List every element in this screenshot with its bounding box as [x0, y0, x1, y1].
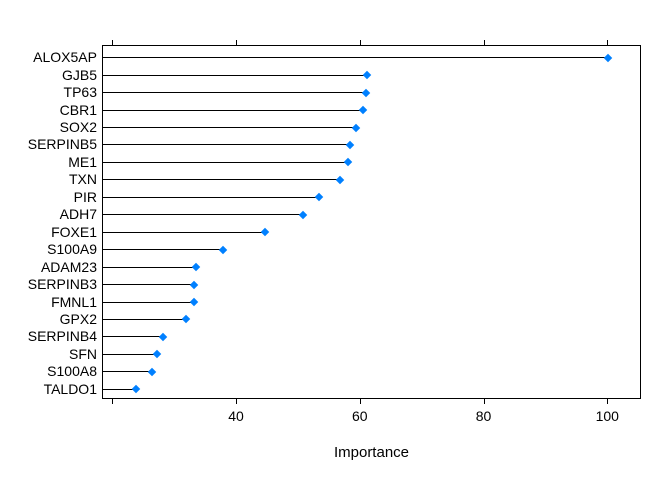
stem-line	[103, 57, 609, 59]
stem-line	[103, 301, 194, 303]
data-point	[191, 262, 201, 272]
plot-box	[102, 45, 641, 399]
data-point	[315, 193, 324, 202]
data-point	[147, 367, 156, 377]
x-tick-top	[112, 40, 114, 45]
y-axis-label: SOX2	[59, 119, 97, 135]
data-point	[190, 280, 199, 289]
y-axis-label: FOXE1	[51, 223, 97, 240]
data-point	[299, 210, 308, 219]
data-point	[158, 332, 168, 342]
data-point	[604, 53, 613, 62]
y-axis-label: CBR1	[59, 101, 97, 118]
y-axis-label: ALOX5AP	[33, 49, 97, 66]
data-point	[362, 70, 372, 80]
y-axis-label: PIR	[73, 188, 97, 205]
data-point	[189, 297, 198, 307]
stem-line	[103, 144, 350, 146]
x-tick-label: 80	[475, 408, 492, 424]
x-tick-bottom	[483, 399, 485, 404]
y-axis-label: S100A9	[47, 241, 97, 258]
y-axis-label: SERPINB5	[27, 136, 97, 153]
y-axis-label: ME1	[68, 153, 97, 170]
data-point	[351, 123, 361, 132]
data-point	[218, 245, 228, 254]
stem-line	[103, 388, 137, 390]
x-tick-bottom	[607, 399, 609, 404]
data-point	[131, 385, 141, 394]
stem-line	[103, 318, 186, 320]
y-axis-label: SFN	[69, 345, 97, 362]
stem-line	[103, 214, 304, 216]
y-axis-label: GPX2	[59, 310, 97, 327]
data-point	[152, 350, 162, 359]
stem-line	[103, 127, 356, 128]
stem-line	[103, 284, 195, 286]
stem-line	[103, 231, 265, 233]
data-point	[358, 105, 367, 115]
stem-line	[103, 109, 363, 111]
y-axis-label: ADAM23	[40, 258, 97, 275]
stem-line	[103, 336, 163, 338]
stem-line	[103, 92, 367, 94]
data-point	[344, 158, 353, 167]
y-axis-label: GJB5	[61, 66, 97, 83]
y-axis-label: S100A8	[47, 363, 97, 380]
stem-line	[103, 179, 341, 181]
data-point	[260, 227, 270, 237]
y-axis-label: TXN	[69, 171, 97, 188]
stem-line	[103, 161, 349, 163]
stem-line	[103, 74, 367, 76]
x-tick-label: 100	[595, 408, 619, 424]
y-axis-label: ADH7	[59, 206, 97, 223]
data-point	[345, 140, 354, 150]
stem-line	[103, 371, 152, 373]
stem-line	[103, 266, 197, 268]
x-tick-bottom	[236, 399, 238, 404]
stem-line	[103, 249, 223, 251]
x-tick-bottom	[112, 399, 114, 404]
x-tick-bottom	[359, 399, 361, 404]
data-point	[362, 88, 371, 97]
y-axis-label: TALDO1	[43, 380, 97, 397]
y-axis-label: SERPINB3	[27, 276, 97, 293]
data-point	[181, 315, 190, 324]
x-tick-top	[483, 40, 485, 45]
x-tick-top	[359, 40, 361, 45]
stem-line	[103, 196, 320, 198]
y-axis-label: TP63	[63, 84, 97, 101]
data-point	[336, 175, 345, 185]
x-tick-top	[607, 40, 609, 45]
x-tick-label: 60	[352, 408, 368, 424]
x-tick-top	[236, 40, 238, 45]
x-tick-label: 40	[228, 408, 244, 424]
y-axis-label: SERPINB4	[27, 328, 97, 345]
stem-line	[103, 353, 158, 355]
y-axis-label: FMNL1	[51, 293, 97, 310]
x-axis-title: Importance	[333, 444, 410, 461]
